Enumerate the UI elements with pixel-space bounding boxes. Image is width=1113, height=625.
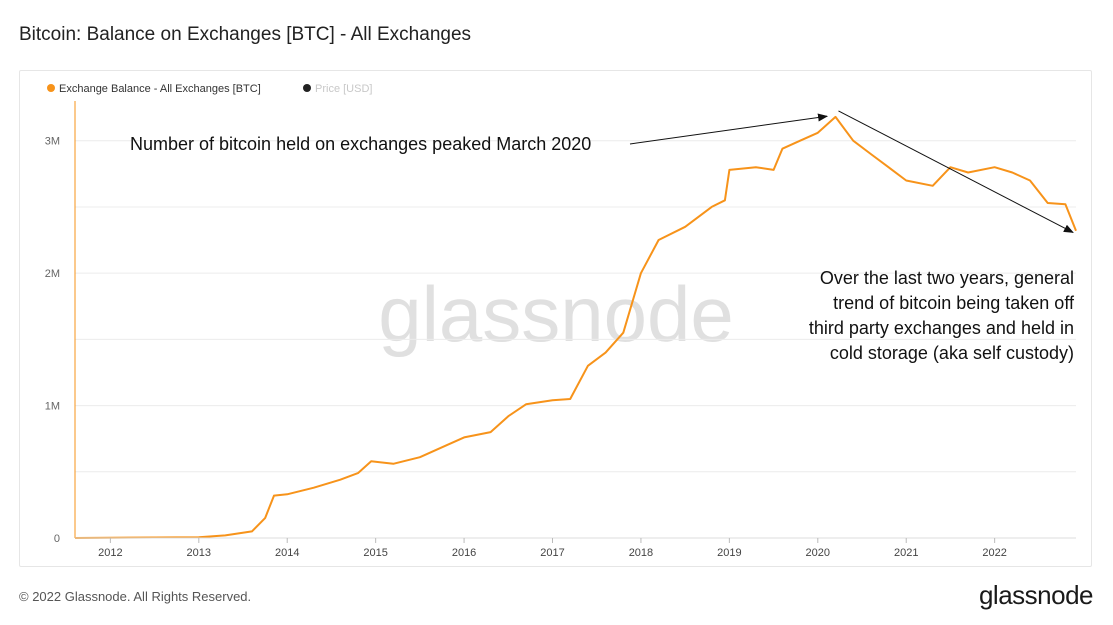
legend-label-price: Price [USD]: [315, 83, 372, 95]
y-tick-label: 3M: [45, 136, 60, 148]
legend-dot-exchange-balance: [47, 84, 55, 92]
watermark-text: glassnode: [378, 270, 734, 358]
annotation-trend-arrow: [838, 110, 1074, 233]
page-title: Bitcoin: Balance on Exchanges [BTC] - Al…: [19, 24, 472, 45]
annotation-peak-text: Number of bitcoin held on exchanges peak…: [130, 134, 591, 154]
legend-label-exchange-balance: Exchange Balance - All Exchanges [BTC]: [59, 83, 261, 95]
copyright-text: © 2022 Glassnode. All Rights Reserved.: [19, 589, 252, 604]
x-tick-label: 2012: [98, 547, 122, 559]
balance-chart: glassnode 0 1M 2M 3M 2012 2013 2014 2015 2016 201…: [45, 83, 1077, 559]
y-tick-label: 2M: [45, 268, 60, 280]
y-tick-label: 0: [54, 533, 60, 545]
exchange-balance-line: [74, 115, 1077, 539]
x-tick-label: 2020: [806, 547, 830, 559]
legend-dot-price: [303, 84, 311, 92]
x-tick-label: 2018: [629, 547, 653, 559]
y-tick-label: 1M: [45, 401, 60, 413]
x-tick-label: 2015: [363, 547, 387, 559]
glassnode-logo: glassnode: [978, 580, 1094, 610]
x-tick-label: 2013: [187, 547, 211, 559]
x-tick-label: 2014: [275, 547, 299, 559]
annotation-trend-text-line: third party exchanges and held in: [809, 318, 1074, 338]
annotation-trend-text-line: Over the last two years, general: [820, 268, 1074, 288]
annotation-trend-text-line: cold storage (aka self custody): [830, 343, 1074, 363]
x-tick-label: 2016: [452, 547, 476, 559]
chart-panel: glassnode 0 1M 2M 3M 2012 2013 2014 2015 2016 201…: [19, 70, 1092, 567]
x-tick-label: 2019: [717, 547, 741, 559]
x-tick-label: 2022: [982, 547, 1006, 559]
x-tick-label: 2021: [894, 547, 918, 559]
annotation-trend-text-line: trend of bitcoin being taken off: [833, 293, 1075, 313]
x-tick-label: 2017: [540, 547, 564, 559]
annotation-peak-arrow: [629, 113, 829, 145]
